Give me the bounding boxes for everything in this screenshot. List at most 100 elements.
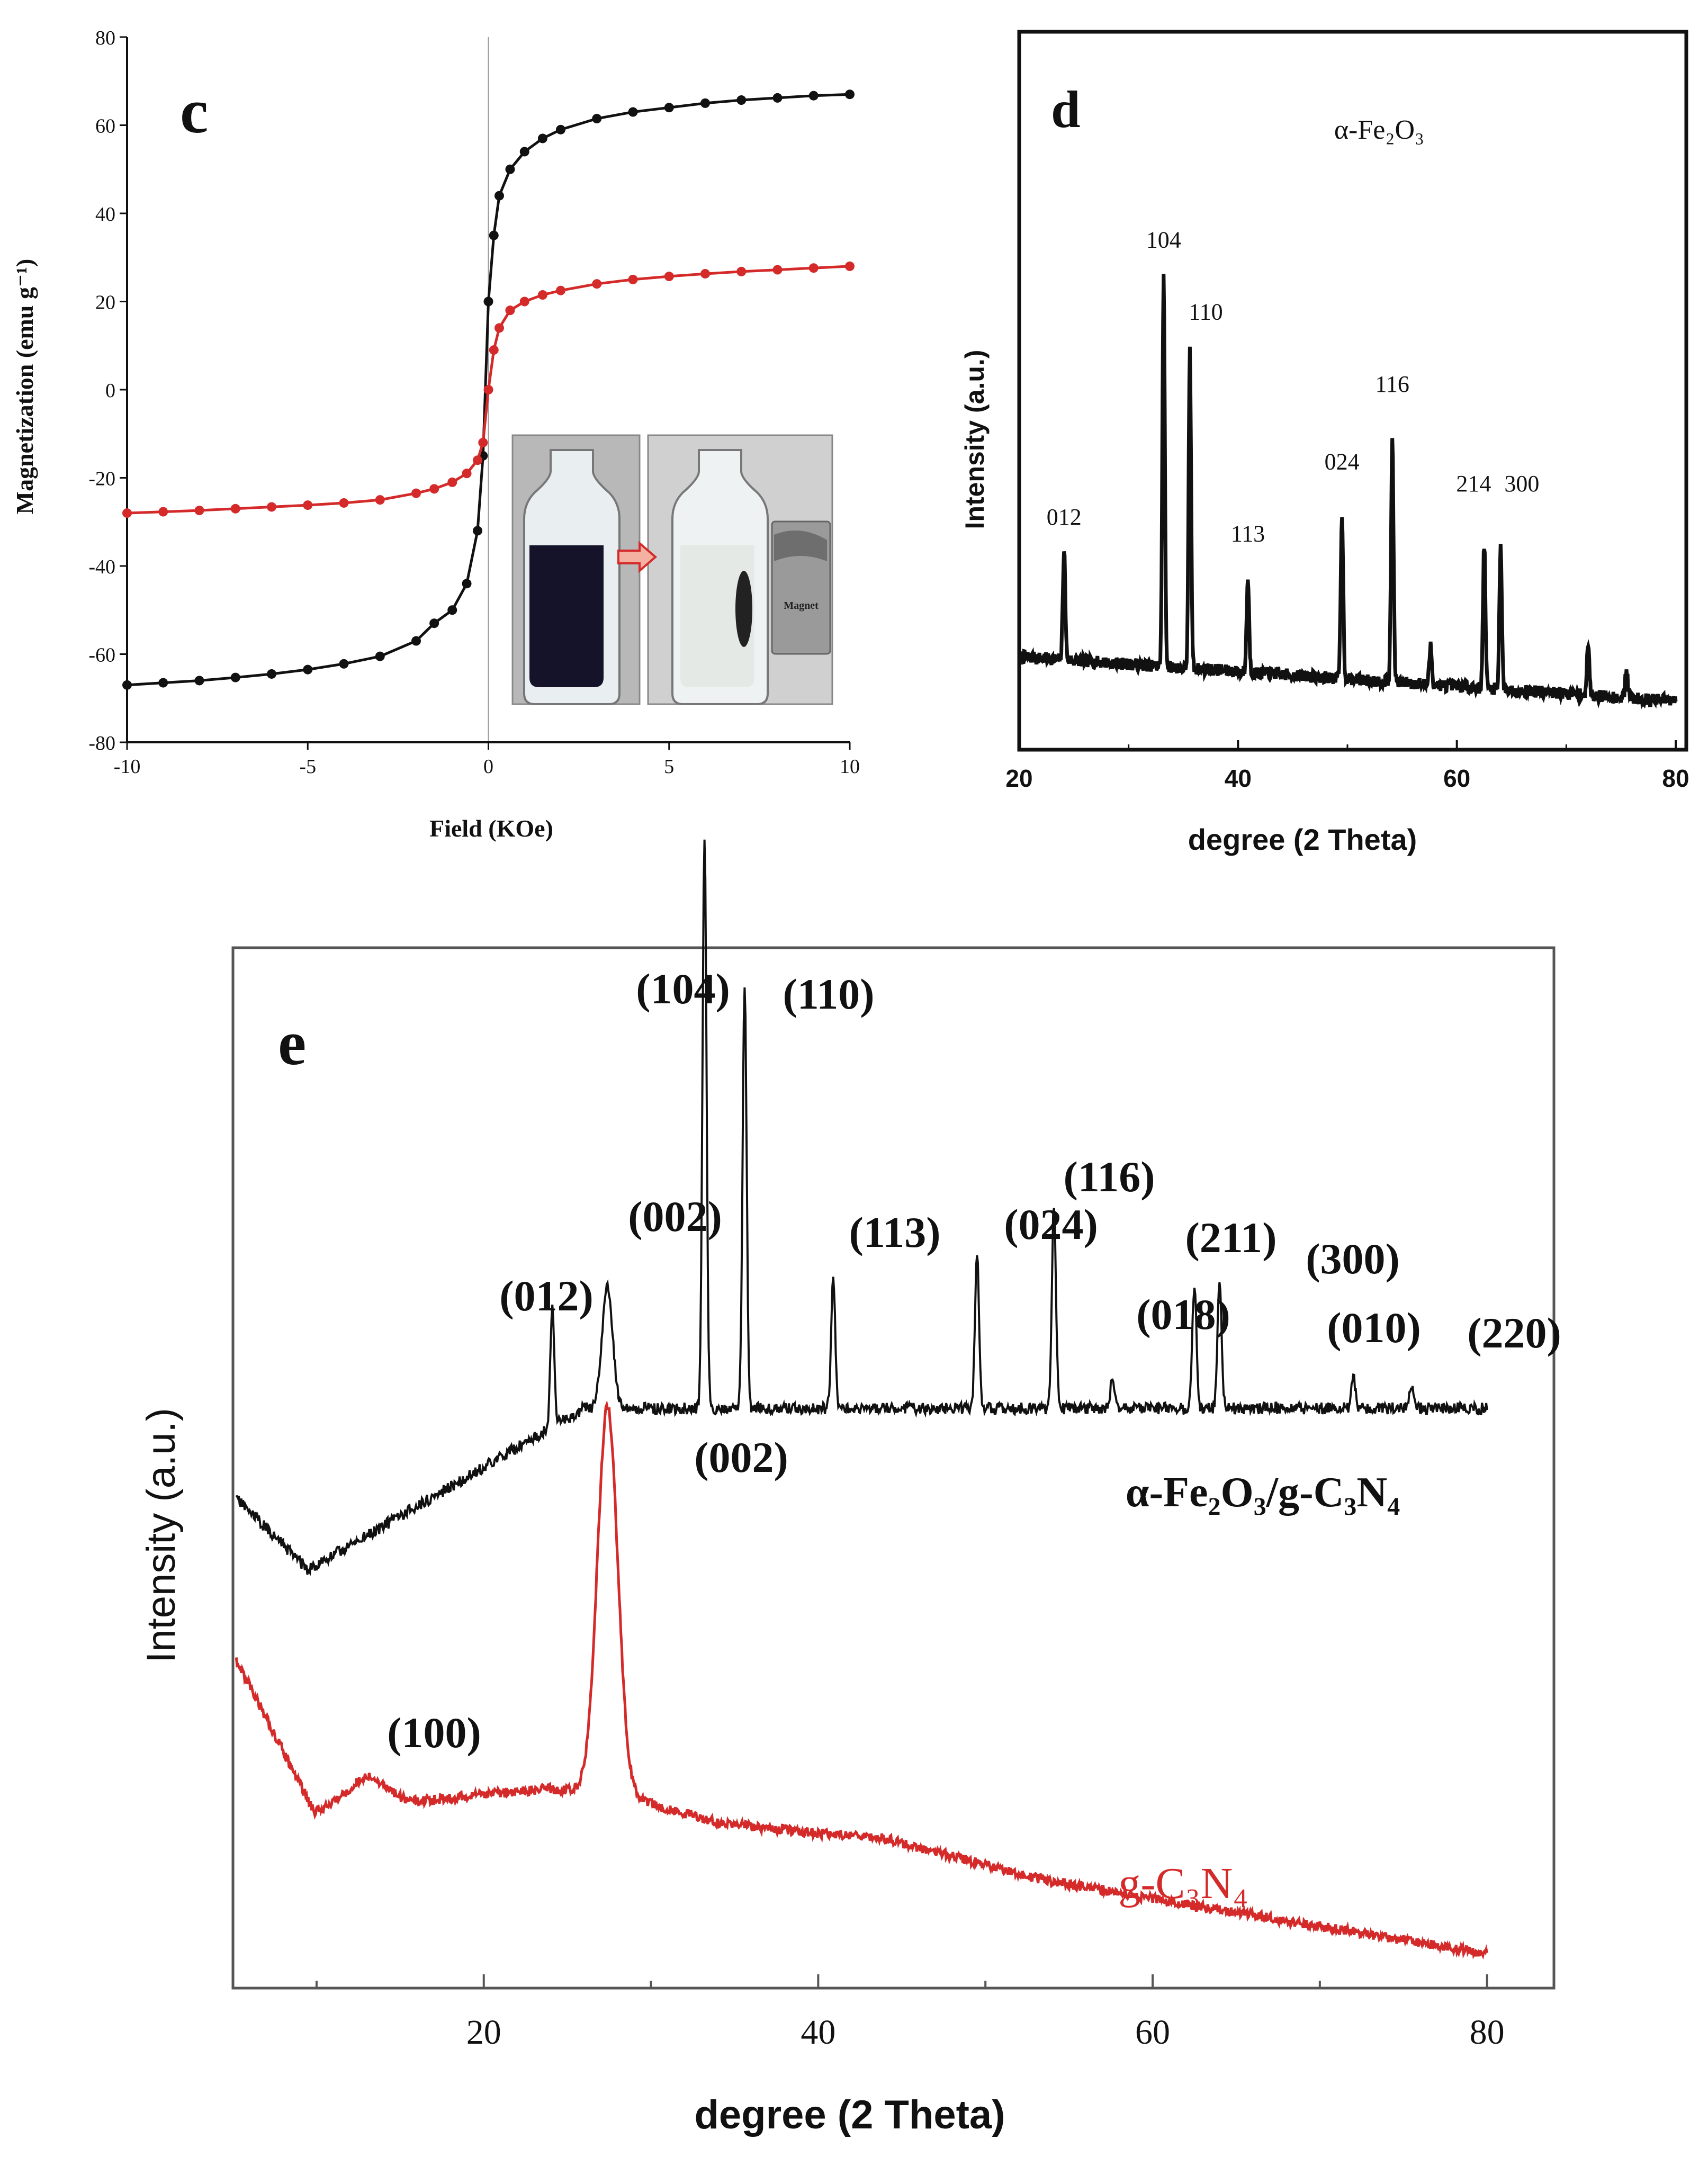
panel-c-x-tick-label: 5: [664, 756, 674, 778]
panel-c-ticks: 80 60 40 20 0 -20 -40 -60 -80-10 -5 0 5 10: [88, 27, 860, 778]
panel-c-data-point-red: [664, 272, 674, 282]
panel-d-peak-labels: 012 104 110 113 024 116 214 300: [1047, 227, 1540, 547]
panel-d-series-line: [1017, 274, 1678, 710]
panel-c-data-point-black: [429, 618, 439, 628]
panel-d-peak-label: 300: [1504, 471, 1539, 497]
panel-e-y-axis-label: Intensity (a.u.): [139, 1408, 184, 1663]
panel-c-data-point-red: [122, 508, 132, 518]
panel-d-x-tick-label: 20: [1005, 765, 1032, 792]
panel-e-x-tick-label: 60: [1135, 2013, 1170, 2052]
panel-c-data-point-red: [411, 488, 421, 498]
panel-c-x-tick-label: 10: [840, 756, 860, 778]
panel-e-peak-labels: (012) (002) (104) (110) (113) (024)(116) (018)…: [387, 965, 1561, 1757]
panel-c-data-point-black: [339, 659, 349, 669]
panel-c-data-point-black: [303, 664, 313, 675]
panel-c-data-point-red: [556, 285, 565, 295]
panel-c-y-tick-label: -80: [88, 732, 115, 754]
panel-c-data-point-red: [519, 296, 529, 307]
panel-c-data-point-black: [494, 191, 504, 201]
arrow-icon: [617, 541, 658, 573]
panel-c-data-point-red: [483, 385, 493, 394]
panel-e-peak-label: (211): [1185, 1214, 1276, 1262]
panel-e-peak-label: (300): [1306, 1235, 1400, 1283]
panel-c-data-point-black: [808, 91, 819, 101]
panel-e-peak-label: (024): [1004, 1200, 1098, 1248]
panel-c-data-point-red: [808, 263, 819, 273]
panel-c-data-point-black: [230, 672, 240, 682]
panel-c-data-point-black: [736, 95, 747, 105]
panel-c-data-point-black: [556, 124, 565, 134]
panel-e-xrd-composite-chart: 20 40 60 80 (012)(002)(104) (110)(113) (024)(…: [139, 839, 1561, 2137]
panel-e-plot-frame: [231, 946, 1556, 1990]
panel-e-peak-label: (220): [1467, 1309, 1561, 1357]
panel-e-peak-label: (012): [499, 1272, 594, 1320]
panel-c-data-point-red: [158, 507, 168, 517]
panel-e-peak-label: (002): [628, 1192, 722, 1241]
panel-e-peak-label: (018): [1136, 1290, 1230, 1338]
panel-c-data-point-red: [537, 290, 547, 300]
panel-c-data-point-black: [700, 98, 710, 108]
panel-c-y-tick-label: -20: [88, 468, 115, 490]
panel-c-data-point-red: [429, 484, 439, 494]
panel-d-letter: d: [1051, 80, 1081, 139]
panel-e-x-tick-label: 40: [801, 2013, 835, 2052]
panel-c-data-point-red: [447, 477, 457, 487]
panel-d-xrd-fe2o3-chart: 20 40 60 80 012 104 110 113 024 116 214 300 d α-Fe…: [960, 30, 1689, 856]
panel-c-data-point-black: [628, 107, 638, 117]
panel-e-legend-gcn: g-C₃N₄: [1118, 1859, 1248, 1908]
panel-c-data-point-black: [592, 114, 602, 124]
panel-c-data-point-black: [772, 93, 783, 103]
panel-d-x-tick-label: 60: [1443, 765, 1470, 792]
panel-c-data-point-red: [628, 274, 638, 284]
panel-d-y-axis-label: Intensity (a.u.): [960, 350, 990, 529]
panel-e-peak-label: (104): [636, 965, 730, 1013]
panel-c-y-tick-label: -60: [88, 644, 115, 667]
panel-d-ticks: 20 40 60 80: [1005, 740, 1689, 792]
panel-c-data-point-black: [845, 89, 855, 100]
panel-c-data-point-black: [473, 526, 483, 536]
panel-c-data-point-red: [772, 265, 783, 275]
panel-d-title: α-Fe₂O₃: [1334, 115, 1424, 145]
panel-d-peak-label: 116: [1376, 371, 1409, 397]
panel-c-data-point-red: [230, 504, 240, 514]
panel-e-legend-composite: α-Fe₂O₃/g-C₃N₄: [1126, 1469, 1400, 1516]
panel-c-data-point-black: [489, 230, 499, 240]
panel-c-data-point-black: [375, 651, 385, 661]
panel-c-data-point-red: [494, 323, 504, 333]
panel-c-data-point-black: [505, 164, 515, 174]
panel-e-x-axis-label: degree (2 Theta): [694, 2092, 1005, 2137]
panel-c-data-point-red: [478, 437, 488, 447]
panel-c-data-point-black: [447, 605, 457, 615]
panel-d-x-tick-label: 80: [1662, 765, 1689, 792]
panel-c-data-point-red: [194, 506, 204, 516]
panel-c-data-point-red: [473, 455, 483, 465]
panel-c-data-point-black: [267, 669, 276, 679]
panel-c-series: [122, 89, 855, 690]
panel-c-y-tick-label: 20: [95, 292, 115, 314]
magnet-label: Magnet: [784, 600, 819, 612]
panel-c-data-point-red: [267, 502, 276, 512]
panel-e-x-tick-label: 20: [466, 2013, 501, 2052]
panel-c-data-point-red: [303, 500, 313, 510]
panel-e-series-line-composite: [235, 839, 1488, 1576]
panel-c-data-point-red: [339, 498, 349, 508]
panel-c-letter: c: [180, 76, 208, 146]
panel-c-data-point-black: [158, 678, 168, 688]
panel-c-data-point-black: [537, 133, 547, 143]
panel-c-x-tick-label: -10: [114, 756, 141, 778]
panel-e-series: [235, 839, 1489, 1960]
panel-c-data-point-red: [592, 279, 602, 289]
panel-e-peak-label-gcn: (002): [694, 1433, 788, 1481]
panel-e-peak-label: (116): [1063, 1153, 1155, 1201]
panel-c-data-point-black: [483, 296, 493, 307]
panel-d-peak-label: 214: [1456, 471, 1491, 497]
panel-c-data-point-red: [736, 266, 747, 276]
panel-c-data-point-black: [519, 147, 529, 157]
panel-c-y-tick-label: -40: [88, 556, 115, 578]
panel-e-series-line-gcn: [235, 1400, 1489, 1960]
panel-e-ticks: 20 40 60 80: [315, 1974, 1505, 2052]
panel-c-x-tick-label: -5: [299, 756, 316, 778]
panel-d-x-tick-label: 40: [1225, 765, 1252, 792]
panel-d-plot-frame: [1017, 30, 1688, 752]
